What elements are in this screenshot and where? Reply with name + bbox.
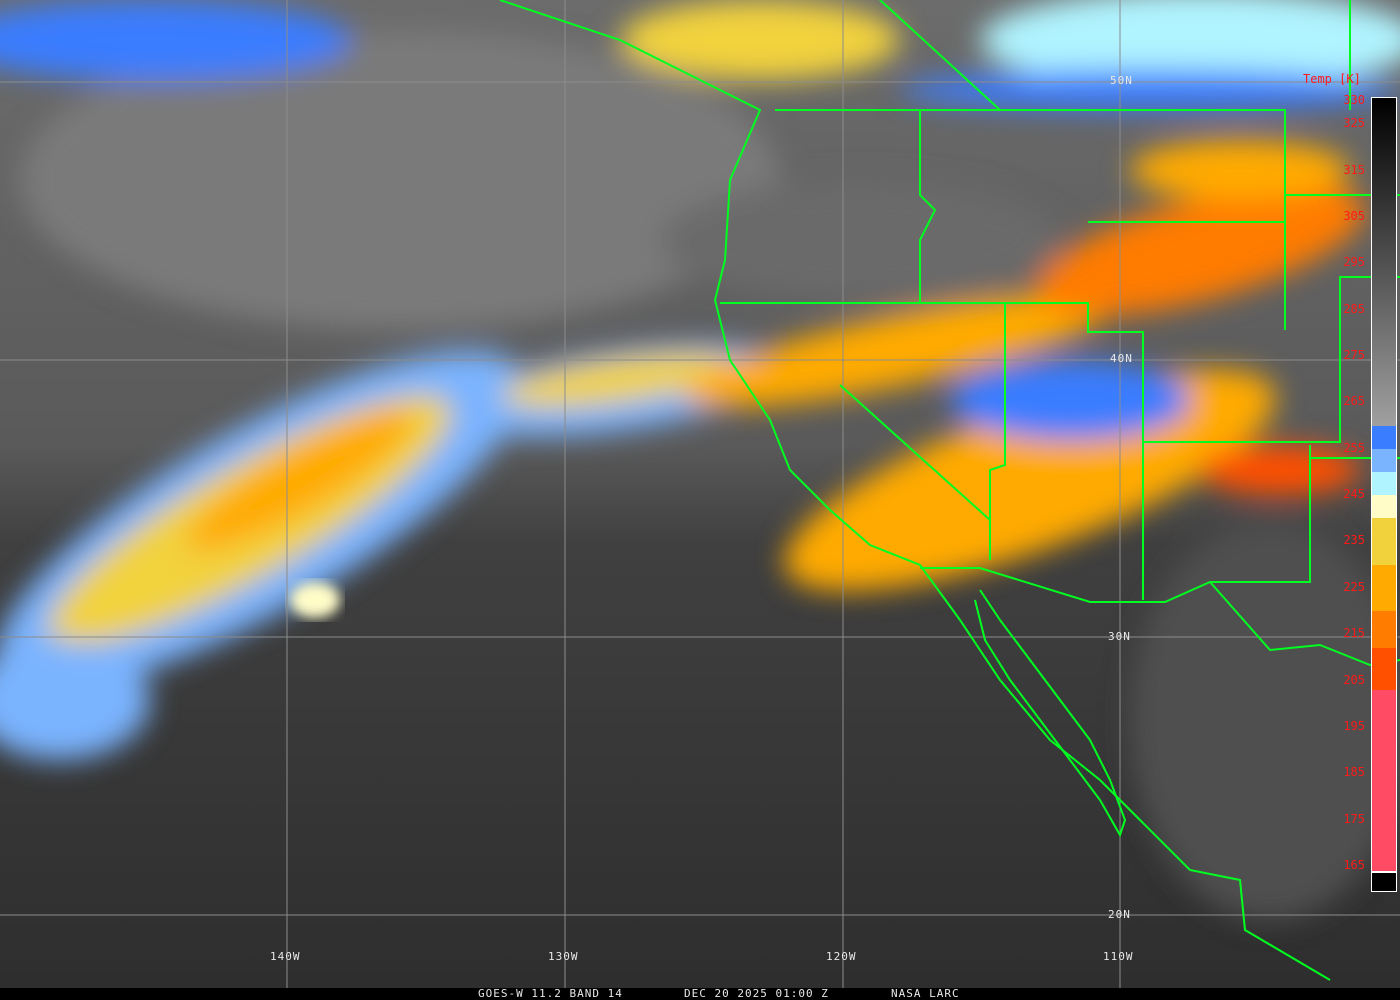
product-caption: GOES-W 11.2 BAND 14 DEC 20 2025 01:00 Z … bbox=[0, 988, 1400, 1000]
colorbar-segment bbox=[1372, 564, 1396, 611]
cloud-field bbox=[0, 0, 1400, 920]
colorbar-segment bbox=[1372, 471, 1396, 496]
colorbar-segment bbox=[1372, 611, 1396, 649]
state-lines bbox=[720, 276, 1400, 443]
colorbar-tick-label: 175 bbox=[1343, 811, 1365, 826]
colorbar-segment bbox=[1372, 448, 1396, 472]
colorbar-tick-label: 315 bbox=[1343, 162, 1365, 177]
colorbar-tick-label: 215 bbox=[1343, 626, 1365, 641]
colorbar-title: Temp [K] bbox=[1303, 72, 1361, 86]
lat-label-30n: 30N bbox=[1108, 630, 1131, 643]
colorbar-tick-label: 330 bbox=[1343, 93, 1365, 107]
lon-label-130w: 130W bbox=[548, 950, 579, 963]
source: NASA LARC bbox=[891, 987, 960, 1000]
colorbar-segment bbox=[1372, 98, 1396, 426]
colorbar-segment bbox=[1372, 495, 1396, 519]
colorbar-tick-label: 325 bbox=[1343, 116, 1365, 131]
coastline bbox=[499, 0, 1331, 981]
boundaries bbox=[499, 0, 1400, 981]
colorbar-segment bbox=[1372, 648, 1396, 690]
colorbar-segment bbox=[1372, 518, 1396, 565]
colorbar-tick-label: 265 bbox=[1343, 394, 1365, 409]
colorbar-tick-label: 305 bbox=[1343, 208, 1365, 223]
colorbar-tick-label: 285 bbox=[1343, 301, 1365, 316]
lon-label-120w: 120W bbox=[826, 950, 857, 963]
colorbar-tick-label: 275 bbox=[1343, 348, 1365, 362]
lon-label-110w: 110W bbox=[1103, 950, 1134, 963]
lon-label-140w: 140W bbox=[270, 950, 301, 963]
colorbar-tick-label: 165 bbox=[1343, 858, 1365, 872]
lat-label-50n: 50N bbox=[1110, 74, 1133, 87]
colorbar-tick-label: 195 bbox=[1343, 718, 1365, 733]
temperature-colorbar bbox=[1371, 97, 1397, 892]
colorbar-segment bbox=[1372, 689, 1396, 871]
colorbar-tick-label: 255 bbox=[1343, 440, 1365, 455]
colorbar-tick-label: 295 bbox=[1343, 255, 1365, 270]
colorbar-tick-label: 205 bbox=[1343, 672, 1365, 687]
colorbar-tick-label: 225 bbox=[1343, 579, 1365, 594]
datetime: DEC 20 2025 01:00 Z bbox=[684, 987, 829, 1000]
colorbar-segment bbox=[1372, 872, 1396, 890]
lat-label-20n: 20N bbox=[1108, 908, 1131, 921]
lat-label-40n: 40N bbox=[1110, 352, 1133, 365]
colorbar-segment bbox=[1372, 870, 1396, 873]
baja-coast bbox=[974, 589, 1127, 838]
colorbar-tick-label: 235 bbox=[1343, 533, 1365, 548]
colorbar-segment bbox=[1372, 425, 1396, 449]
colorbar-tick-label: 185 bbox=[1343, 765, 1365, 780]
satellite-band: GOES-W 11.2 BAND 14 bbox=[478, 987, 623, 1000]
colorbar-tick-label: 245 bbox=[1343, 487, 1365, 502]
